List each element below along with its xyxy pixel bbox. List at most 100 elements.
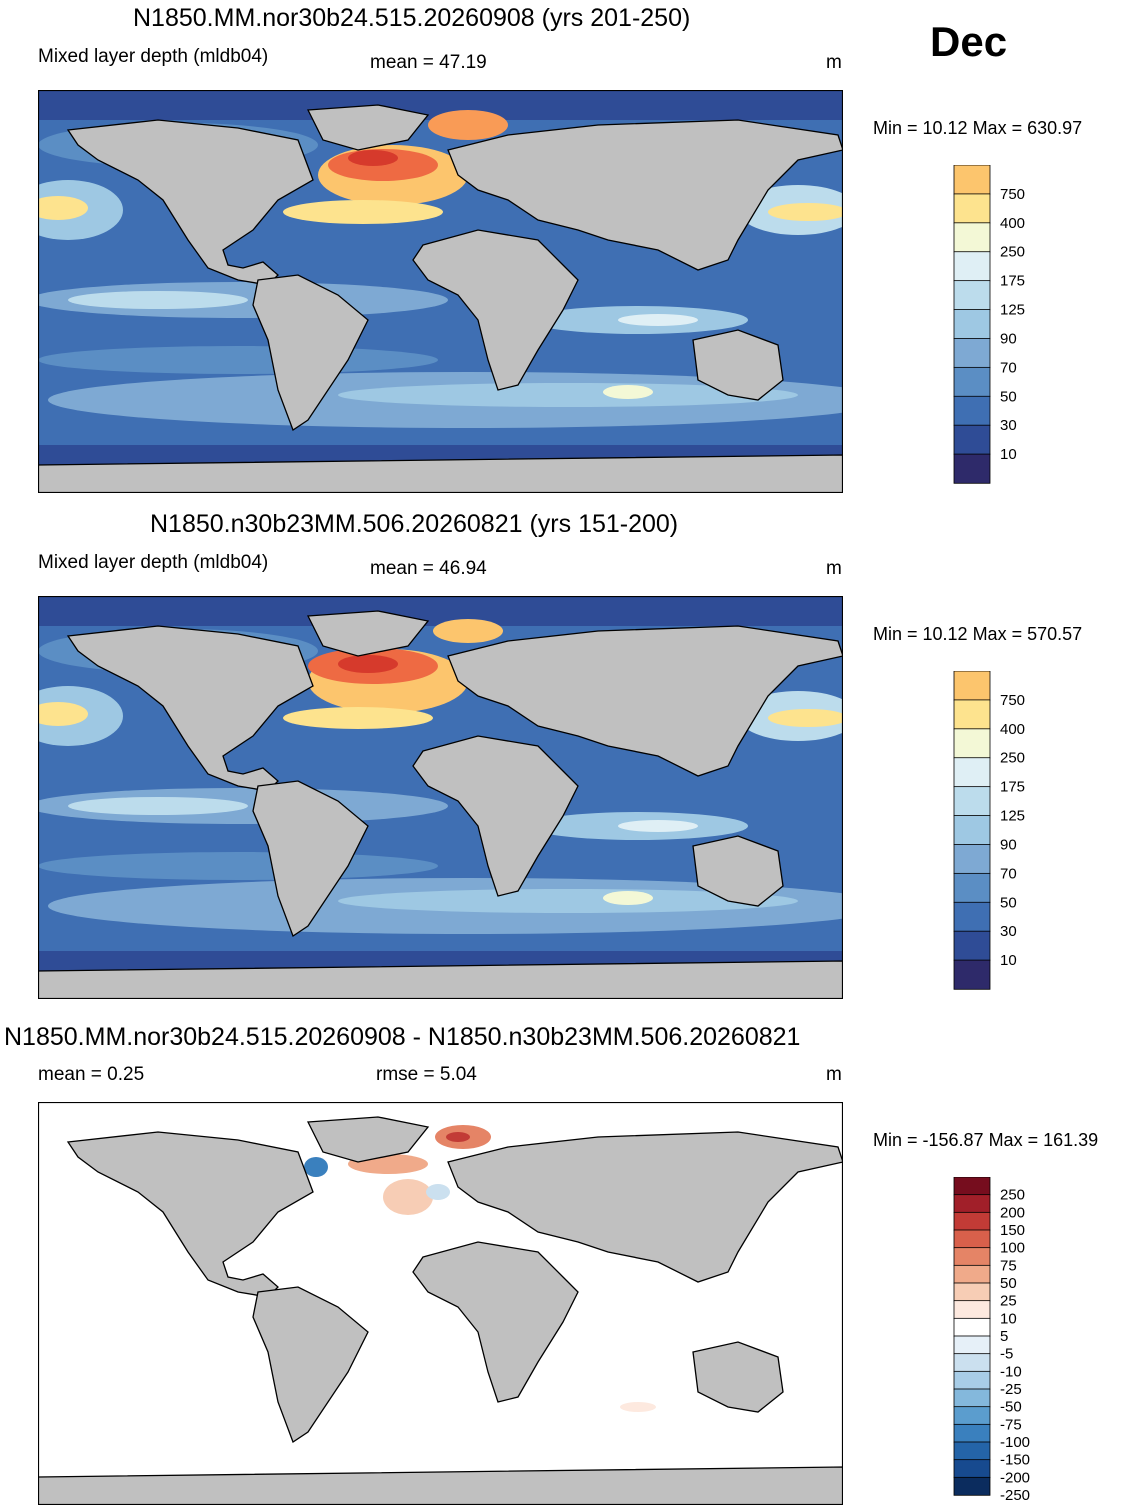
colorbar-swatch: [953, 338, 991, 369]
colorbar-swatch: [953, 1177, 991, 1196]
colorbar-swatch: [953, 930, 991, 961]
colorbar-swatch: [953, 366, 991, 397]
colorbar-swatch: [953, 671, 991, 701]
colorbar-tick-label: 5: [1000, 1328, 1008, 1345]
colorbar-tick-label: -10: [1000, 1363, 1022, 1380]
colorbar-tick-label: -200: [1000, 1469, 1030, 1486]
panel2-map: [38, 596, 843, 999]
panel3-title: N1850.MM.nor30b24.515.20260908 - N1850.n…: [4, 1023, 801, 1051]
colorbar-tick-label: 75: [1000, 1257, 1017, 1274]
panel2-mean-label: mean = 46.94: [370, 558, 487, 579]
colorbar-swatch: [953, 1353, 991, 1373]
colorbar-tick-label: 10: [1000, 952, 1017, 969]
colorbar-swatch: [953, 1423, 991, 1443]
colorbar-tick-label: -5: [1000, 1346, 1013, 1363]
colorbar-tick-label: 10: [1000, 446, 1017, 463]
colorbar-tick-label: 50: [1000, 388, 1017, 405]
colorbar-swatch: [953, 1264, 991, 1284]
panel3-rmse-label: rmse = 5.04: [376, 1064, 477, 1085]
colorbar-tick-label: 50: [1000, 1275, 1017, 1292]
colorbar-tick-label: 175: [1000, 273, 1025, 290]
month-label: Dec: [930, 18, 1008, 65]
colorbar-swatch: [953, 1370, 991, 1390]
panel1-colorbar: 750 400 250 175 125 90 70 50 30 10: [953, 165, 1025, 484]
colorbar-swatch: [953, 872, 991, 903]
panel1-map: [38, 90, 843, 493]
colorbar-tick-label: 70: [1000, 865, 1017, 882]
colorbar-tick-label: 200: [1000, 1204, 1025, 1221]
colorbar-tick-label: 400: [1000, 721, 1025, 738]
colorbar-tick-label: 250: [1000, 244, 1025, 261]
colorbar-tick-label: 70: [1000, 359, 1017, 376]
panel1-variable-label: Mixed layer depth (mldb04): [38, 46, 269, 67]
colorbar-swatch: [953, 1406, 991, 1426]
colorbar-tick-label: -150: [1000, 1452, 1030, 1469]
colorbar-tick-label: 400: [1000, 215, 1025, 232]
panel3-map: [38, 1102, 843, 1505]
colorbar-swatch: [953, 901, 991, 932]
colorbar-swatch: [953, 1247, 991, 1267]
colorbar-swatch: [953, 1441, 991, 1461]
colorbar-tick-label: 30: [1000, 417, 1017, 434]
colorbar-tick-label: 125: [1000, 302, 1025, 319]
colorbar-tick-label: 100: [1000, 1240, 1025, 1257]
colorbar-tick-label: -100: [1000, 1434, 1030, 1451]
colorbar-swatch: [953, 280, 991, 311]
colorbar-swatch: [953, 786, 991, 817]
panel2-minmax-label: Min = 10.12 Max = 570.57: [873, 624, 1083, 644]
colorbar-swatch: [953, 1300, 991, 1320]
colorbar-swatch: [953, 757, 991, 788]
panel2-colorbar: 750 400 250 175 125 90 70 50 30 10: [953, 671, 1025, 990]
colorbar-swatch: [953, 424, 991, 455]
colorbar-tick-label: 125: [1000, 808, 1025, 825]
colorbar-swatch: [953, 728, 991, 759]
panel2-units-label: m: [826, 558, 842, 579]
panel1-minmax-label: Min = 10.12 Max = 630.97: [873, 118, 1083, 138]
panel3-colorbar: 250200150100755025105-5-10-25-50-75-100-…: [953, 1177, 1030, 1502]
colorbar-tick-label: 90: [1000, 330, 1017, 347]
colorbar-swatch: [953, 453, 991, 484]
panel3-mean-label: mean = 0.25: [38, 1064, 145, 1085]
colorbar-swatch: [953, 1194, 991, 1214]
panel1-mean-label: mean = 47.19: [370, 52, 487, 73]
colorbar-tick-label: 175: [1000, 779, 1025, 796]
colorbar-tick-label: 90: [1000, 836, 1017, 853]
colorbar-tick-label: 750: [1000, 692, 1025, 709]
panel2-variable-label: Mixed layer depth (mldb04): [38, 552, 269, 573]
colorbar-swatch: [953, 1282, 991, 1302]
colorbar-swatch: [953, 395, 991, 426]
colorbar-swatch: [953, 699, 991, 730]
colorbar-tick-label: 750: [1000, 186, 1025, 203]
panel1-title: N1850.MM.nor30b24.515.20260908 (yrs 201-…: [133, 4, 691, 32]
colorbar-swatch: [953, 1317, 991, 1337]
panel3-units-label: m: [826, 1064, 842, 1085]
panel1-units-label: m: [826, 52, 842, 73]
colorbar-tick-label: 25: [1000, 1293, 1017, 1310]
colorbar-tick-label: 250: [1000, 750, 1025, 767]
panel2-title: N1850.n30b23MM.506.20260821 (yrs 151-200…: [150, 510, 679, 538]
colorbar-swatch: [953, 959, 991, 990]
colorbar-tick-label: 10: [1000, 1310, 1017, 1327]
colorbar-swatch: [953, 193, 991, 224]
colorbar-swatch: [953, 844, 991, 875]
colorbar-tick-label: 50: [1000, 894, 1017, 911]
colorbar-swatch: [953, 165, 991, 195]
colorbar-tick-label: -50: [1000, 1399, 1022, 1416]
colorbar-tick-label: 30: [1000, 923, 1017, 940]
colorbar-swatch: [953, 1459, 991, 1479]
colorbar-swatch: [953, 815, 991, 846]
colorbar-swatch: [953, 1335, 991, 1355]
colorbar-swatch: [953, 1211, 991, 1231]
colorbar-swatch: [953, 251, 991, 282]
colorbar-tick-label: -25: [1000, 1381, 1022, 1398]
colorbar-tick-label: 250: [1000, 1187, 1025, 1204]
colorbar-tick-label: 150: [1000, 1222, 1025, 1239]
panel3-minmax-label: Min = -156.87 Max = 161.39: [873, 1130, 1099, 1150]
colorbar-tick-label: -250: [1000, 1487, 1030, 1502]
colorbar-swatch: [953, 1229, 991, 1249]
colorbar-swatch: [953, 309, 991, 340]
colorbar-tick-label: -75: [1000, 1416, 1022, 1433]
colorbar-swatch: [953, 222, 991, 253]
colorbar-swatch: [953, 1388, 991, 1408]
colorbar-swatch: [953, 1476, 991, 1496]
